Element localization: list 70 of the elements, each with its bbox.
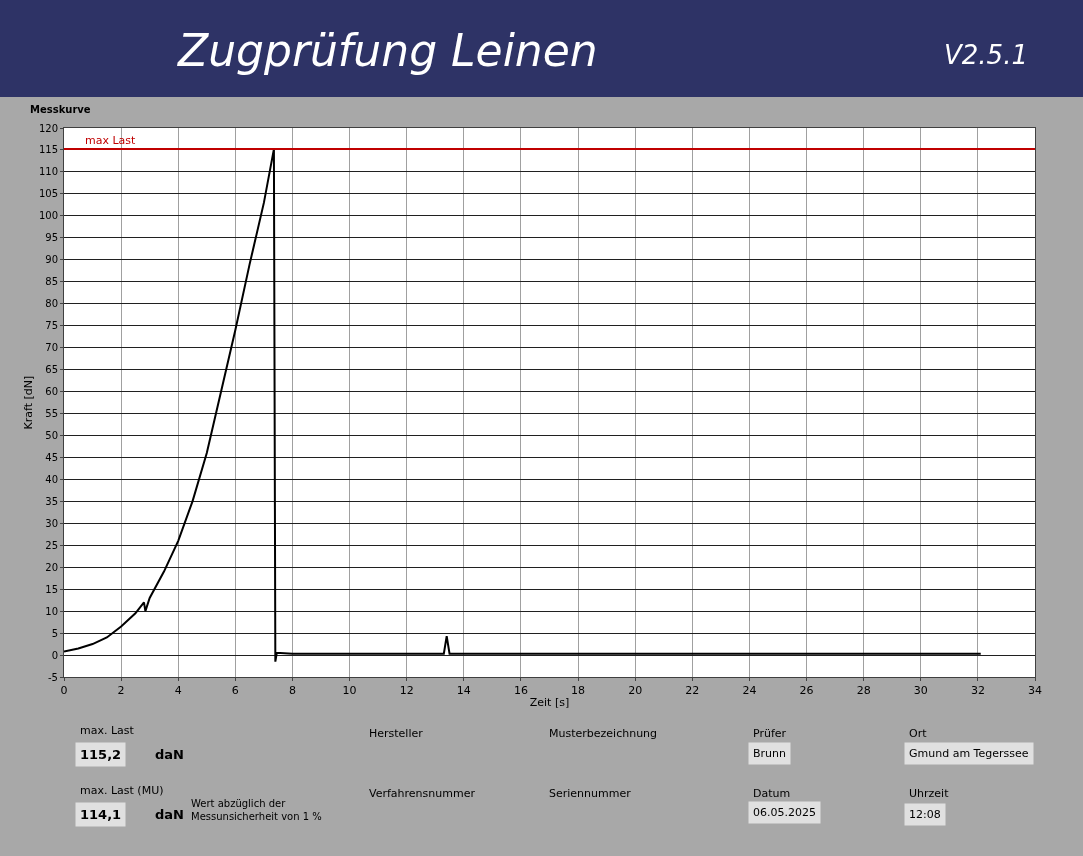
y-tick-label: 115: [38, 144, 58, 156]
y-axis-title: Kraft [dN]: [21, 375, 35, 430]
x-tick-label: 6: [231, 684, 239, 698]
chart-title: Zugprüfung Leinen: [177, 25, 598, 76]
y-tick-label: 110: [38, 166, 58, 178]
y-tick-label: 45: [45, 451, 58, 463]
text: 06.05.2025: [753, 806, 816, 819]
text: 115,2: [80, 747, 122, 762]
text: Ort: [909, 727, 928, 740]
y-tick-label: 90: [45, 254, 58, 266]
y-tick-label: 20: [45, 561, 58, 573]
y-tick-label: 55: [45, 407, 58, 419]
y-tick-label: 0: [51, 649, 58, 661]
x-tick-label: 2: [117, 684, 125, 698]
x-tick-label: 0: [60, 684, 68, 698]
text: Wert abzüglich der Messunsicherheit von 1 %: [191, 798, 322, 822]
text: max. Last: [80, 724, 135, 737]
x-tick-label: 8: [288, 684, 296, 698]
x-tick-label: 20: [628, 684, 643, 698]
y-tick-label: 65: [45, 364, 58, 376]
text: Seriennummer: [549, 787, 632, 800]
x-tick-label: 30: [913, 684, 928, 698]
x-tick-label: 24: [742, 684, 757, 698]
y-tick-label: 105: [38, 188, 58, 200]
text: daN: [155, 747, 184, 762]
text: Uhrzeit: [909, 787, 950, 800]
y-tick-label: 50: [45, 429, 58, 441]
x-tick-label: 26: [799, 684, 814, 698]
text: Prüfer: [753, 727, 787, 740]
y-tick-label: 35: [45, 495, 58, 507]
x-tick-label: 16: [513, 684, 528, 698]
x-tick-label: 4: [174, 684, 182, 698]
text: max. Last (MU): [80, 784, 164, 797]
text: Verfahrensnummer: [369, 787, 476, 800]
y-tick-label: 10: [45, 605, 58, 617]
x-tick-label: 22: [685, 684, 700, 698]
x-tick-label: 32: [970, 684, 985, 698]
ref-line-label: max Last: [85, 134, 137, 147]
text: Musterbezeichnung: [549, 727, 658, 740]
x-tick-label: 12: [399, 684, 414, 698]
chart-subtitle: V2.5.1: [944, 40, 1028, 70]
x-tick-label: 34: [1028, 684, 1042, 698]
y-tick-label: 85: [45, 276, 58, 288]
x-tick-label: 18: [571, 684, 586, 698]
y-tick-label: 40: [45, 473, 58, 485]
y-tick-label: 100: [38, 210, 58, 222]
y-tick-label: -5: [48, 671, 58, 683]
x-tick-label: 28: [856, 684, 871, 698]
y-tick-label: 30: [45, 517, 58, 529]
y-tick-label: 60: [45, 386, 58, 398]
text: 12:08: [909, 808, 941, 821]
x-tick-label: 14: [456, 684, 471, 698]
y-tick-label: 95: [45, 232, 58, 244]
text: Datum: [753, 787, 791, 800]
x-axis-title: Zeit [s]: [529, 696, 570, 710]
y-tick-label: 120: [38, 122, 58, 134]
y-tick-label: 80: [45, 298, 58, 310]
x-tick-label: 10: [342, 684, 357, 698]
text: daN: [155, 807, 184, 822]
line-series: [64, 148, 982, 663]
y-tick-label: 5: [51, 627, 58, 639]
text: Gmund am Tegerssee: [909, 747, 1029, 760]
text: Brunn: [753, 747, 787, 760]
y-tick-label: 75: [45, 320, 58, 332]
text: Messkurve: [30, 104, 91, 115]
y-tick-label: 15: [45, 583, 58, 595]
y-tick-label: 70: [45, 342, 58, 354]
text: Hersteller: [369, 727, 424, 740]
y-tick-label: 25: [45, 539, 58, 551]
text: 114,1: [80, 807, 122, 822]
